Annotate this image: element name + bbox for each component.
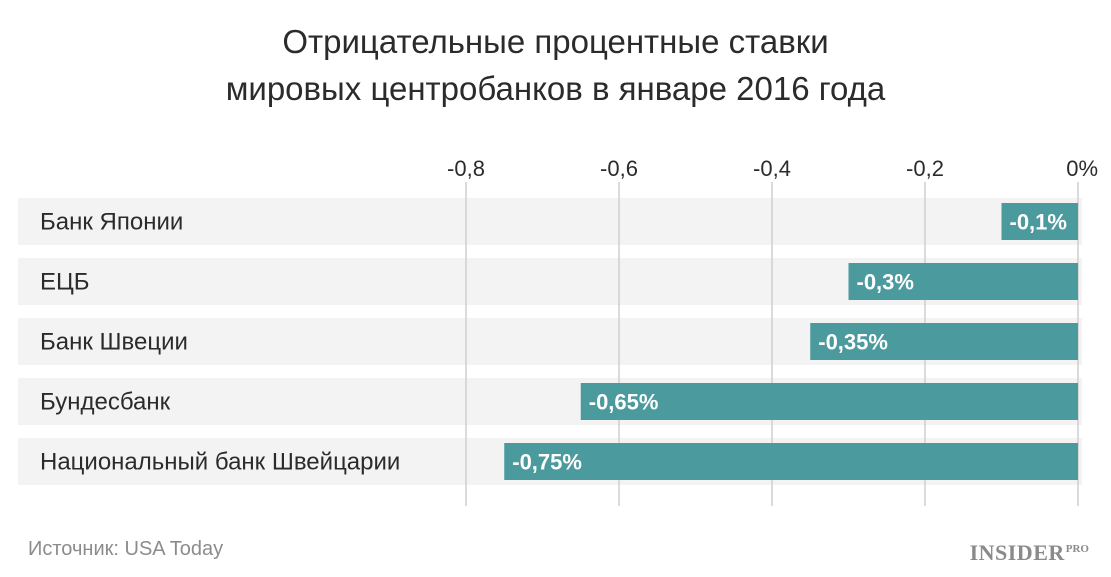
bar: [810, 323, 1078, 360]
brand-name: INSIDER: [969, 540, 1065, 565]
row-background: [18, 198, 1082, 245]
bar: [580, 383, 1078, 420]
brand-suffix: PRO: [1065, 542, 1089, 555]
bar: [1001, 203, 1078, 240]
brand-logo: INSIDERPRO: [970, 540, 1089, 566]
category-label: Национальный банк Швейцарии: [40, 449, 400, 476]
bar: [848, 263, 1078, 300]
tick-label: -0,8: [447, 156, 485, 181]
tick-label: -0,6: [600, 156, 638, 181]
source-note: Источник: USA Today: [28, 538, 224, 560]
value-label: -0,35%: [818, 330, 888, 355]
chart-title-line-1: Отрицательные процентные ставки: [282, 23, 829, 60]
category-label: ЕЦБ: [40, 269, 90, 296]
bar: [504, 443, 1078, 480]
tick-label: -0,2: [906, 156, 944, 181]
tick-label: -0,4: [753, 156, 791, 181]
value-label: -0,65%: [589, 390, 659, 415]
chart-title: Отрицательные процентные ставки мировых …: [0, 18, 1111, 112]
category-label: Банк Швеции: [40, 329, 188, 356]
value-label: -0,75%: [512, 450, 582, 475]
category-label: Бундесбанк: [40, 389, 171, 416]
value-label: -0,3%: [857, 270, 914, 295]
value-label: -0,1%: [1010, 210, 1067, 235]
tick-label: 0%: [1066, 156, 1098, 181]
chart-title-line-2: мировых центробанков в январе 2016 года: [225, 70, 886, 107]
category-label: Банк Японии: [40, 209, 183, 236]
